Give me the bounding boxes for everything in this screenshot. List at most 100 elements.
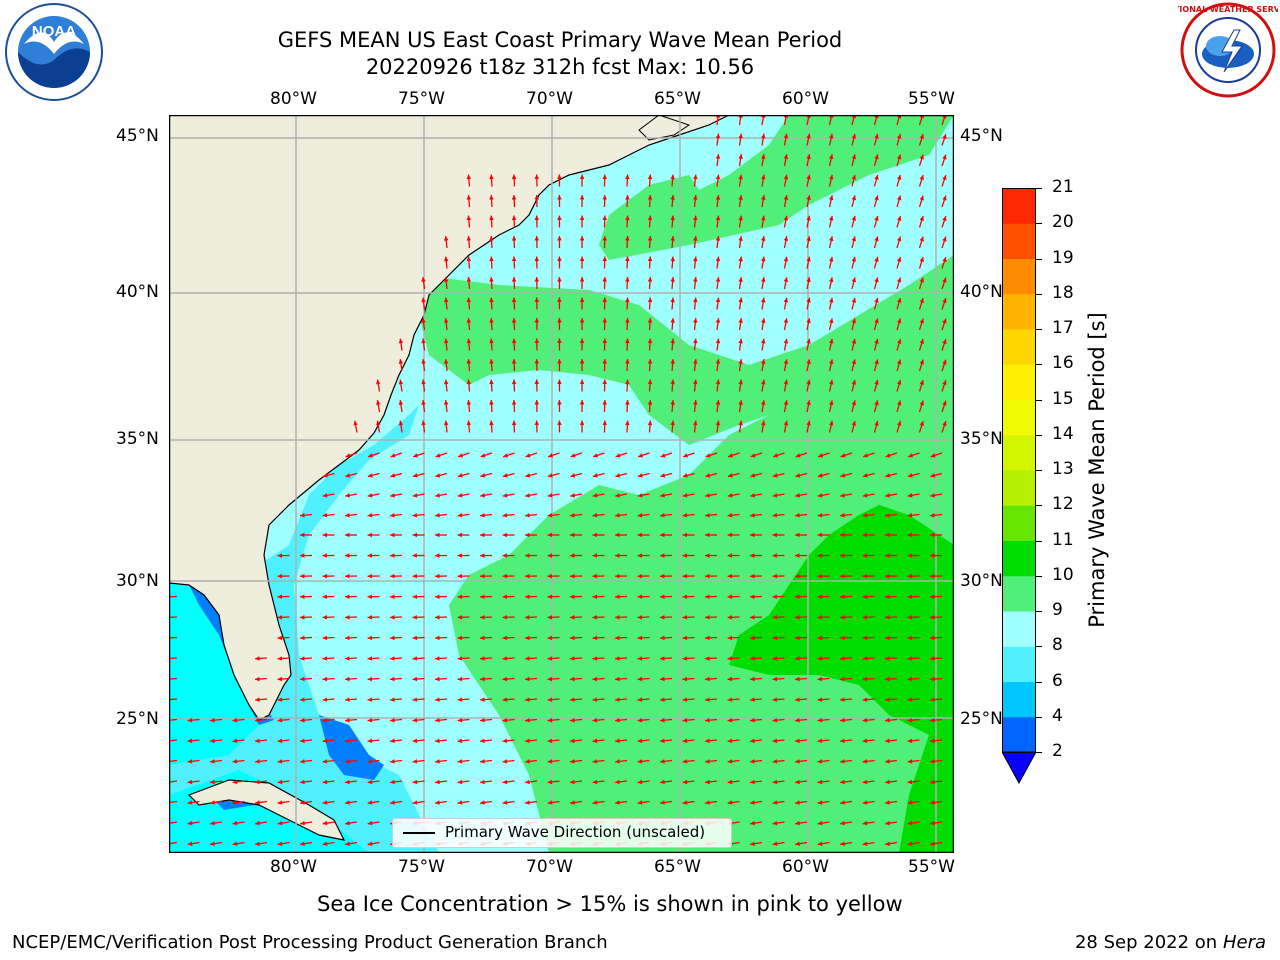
wave-arrow-head [345,676,350,682]
wave-arrow-head [783,318,789,324]
wave-arrow-head [367,656,373,661]
wave-arrow-head [368,453,374,458]
wave-arrow-head [783,215,789,221]
wave-arrow-head [817,615,823,620]
wave-arrow-head [615,656,620,661]
wave-arrow-head [750,473,756,478]
wave-arrow-head [367,820,373,826]
wave-arrow-head [828,359,834,365]
wave-arrow-head [750,717,755,723]
wave-arrow-head [637,697,643,702]
wave-arrow-head [705,513,710,518]
wave-arrow-head [705,453,711,458]
wave-arrow-head [367,635,373,641]
wave-arrow-head [547,635,553,641]
wave-arrow-head [896,318,902,324]
wave-arrow-head [795,697,800,702]
wave-arrow-head [817,473,823,478]
wave-arrow-head [300,635,305,641]
wave-arrow-head [817,738,823,744]
wave-arrow-head [750,553,755,558]
wave-arrow-head [750,738,755,744]
wave-arrow-head [773,453,779,458]
wave-arrow-head [511,236,517,241]
wave-arrow-head [602,297,608,303]
wave-arrow-head [579,400,585,405]
wave-arrow-head [930,635,935,641]
wave-arrow-head [300,656,305,661]
colorbar-swatch [1002,505,1036,541]
wave-direction-arrows [169,115,947,846]
wave-arrow-head [660,493,665,498]
wave-arrow-head [489,420,494,426]
wave-arrow-head [210,779,215,785]
wave-arrow-head [615,615,620,620]
wave-arrow-head [647,174,653,180]
wave-arrow-head [637,759,643,764]
wave-arrow-head [896,359,902,365]
wave-arrow-head [693,297,698,303]
wave-arrow-head [615,573,620,579]
wave-arrow-head [647,236,653,241]
wave-arrow-head [277,615,283,620]
wave-arrow-head [548,453,554,458]
wave-arrow-head [557,297,562,302]
wave-arrow-head [907,553,912,558]
wave-arrow-head [592,717,598,723]
wave-arrow-head [750,615,755,620]
wave-arrow-head [670,297,675,303]
wave-arrow-head [592,635,598,641]
colorbar-tick-label: 15 [1052,388,1074,409]
wave-arrow-head [862,779,868,785]
wave-arrow-head [851,174,857,180]
wave-arrow-head [817,635,823,641]
wave-arrow-head [322,738,328,744]
wave-arrow-head [738,215,743,221]
wave-arrow-head [210,800,215,805]
wave-arrow-head [457,615,463,620]
wave-arrow-head [806,379,811,385]
wave-arrow-head [466,236,472,241]
wave-arrow-head [862,841,868,846]
wave-arrow-head [525,594,530,600]
wave-arrow-head [670,256,675,262]
wave-arrow-head [896,379,902,385]
wave-arrow-head [277,635,283,641]
wave-arrow-head [345,759,350,764]
wave-arrow-head [502,800,508,805]
wave-arrow-head [660,532,665,538]
wave-arrow-head [885,676,890,682]
wave-arrow-head [390,656,395,661]
wave-arrow-shaft [169,718,178,721]
wave-arrow-head [480,800,485,805]
wave-arrow-head [693,400,698,405]
wave-arrow-head [502,656,508,661]
wave-arrow-head [727,738,733,744]
nws-logo-text: NATIONAL WEATHER SERVICE [1178,5,1278,14]
wave-arrow-head [828,154,834,160]
wave-arrow-head [570,656,575,661]
wave-arrow-head [885,800,890,805]
wave-arrow-head [942,359,947,365]
wave-arrow-head [907,594,913,600]
wave-arrow-head [525,453,531,458]
wave-arrow-head [761,420,766,426]
lat-label-left-35n: 35°N [116,429,159,449]
wave-arrow-head [885,553,890,558]
wave-arrow-head [907,800,913,805]
wave-arrow-head [795,820,800,826]
wave-arrow-head [435,738,440,744]
wave-arrow-head [930,553,935,558]
wave-arrow-head [457,656,463,661]
wave-arrow-head [435,697,440,702]
wave-arrow-head [817,717,823,723]
wave-arrow-head [390,738,395,744]
wave-arrow-head [443,297,449,303]
wave-arrow-head [534,400,540,405]
wave-arrow-head [750,779,755,785]
wave-arrow-head [466,338,472,344]
wave-arrow-head [738,359,743,364]
wave-arrow-head [705,473,711,478]
wave-arrow-head [480,553,485,558]
colorbar-tick-mark [1036,681,1042,683]
